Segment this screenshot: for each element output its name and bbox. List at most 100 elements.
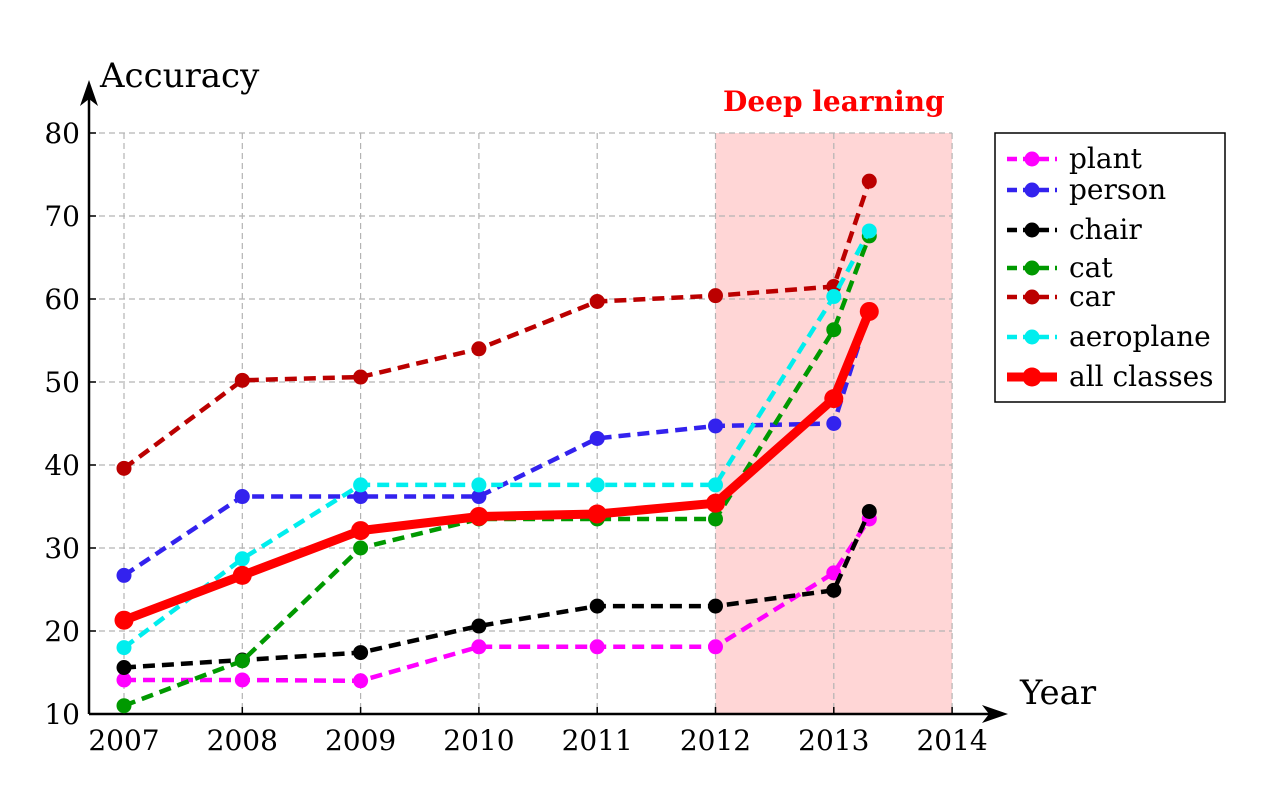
x-axis-title: Year xyxy=(1019,673,1097,713)
legend-item-person: person xyxy=(1007,173,1166,206)
legend-item-cat: cat xyxy=(1007,251,1113,284)
data-point-plant xyxy=(708,639,723,655)
data-point-car xyxy=(471,341,487,357)
data-point-chair xyxy=(589,598,605,614)
legend-swatch-marker xyxy=(1024,182,1040,198)
data-point-all-classes xyxy=(114,610,134,630)
data-point-person xyxy=(708,418,723,434)
data-point-plant xyxy=(234,672,250,688)
y-tick-label: 30 xyxy=(44,532,80,565)
data-point-chair xyxy=(353,645,369,661)
series-line-car xyxy=(122,180,872,471)
y-tick-label: 60 xyxy=(44,283,80,316)
legend-swatch-marker xyxy=(1024,289,1040,305)
data-point-plant xyxy=(589,639,605,655)
x-tick-label: 2007 xyxy=(88,724,159,757)
data-point-all-classes xyxy=(232,565,252,585)
data-point-aeroplane xyxy=(116,640,132,656)
data-point-plant xyxy=(353,673,369,689)
deep-learning-label: Deep learning xyxy=(723,85,945,118)
y-axis-title: Accuracy xyxy=(99,56,260,96)
data-point-car xyxy=(589,293,605,309)
data-point-person xyxy=(471,489,487,505)
legend-label: chair xyxy=(1069,213,1142,246)
legend-item-plant: plant xyxy=(1007,142,1143,175)
series-aeroplane xyxy=(116,223,877,656)
data-point-car xyxy=(234,372,250,388)
x-tick-label: 2012 xyxy=(680,724,751,757)
data-point-cat xyxy=(234,653,250,669)
data-point-chair xyxy=(708,598,723,614)
data-point-aeroplane xyxy=(826,289,842,305)
data-point-person xyxy=(826,416,842,431)
data-point-cat xyxy=(708,511,723,527)
series-line-all-classes xyxy=(122,309,874,625)
data-point-person xyxy=(116,567,132,583)
legend-swatch-marker xyxy=(1024,151,1040,167)
data-point-plant xyxy=(471,639,487,655)
legend-item-all-classes: all classes xyxy=(1007,360,1214,393)
y-tick-label: 80 xyxy=(44,117,80,150)
x-tick-label: 2009 xyxy=(325,724,396,757)
data-point-aeroplane xyxy=(861,223,877,239)
legend-label: all classes xyxy=(1069,360,1214,393)
series-line-person xyxy=(122,310,872,578)
data-point-cat xyxy=(826,322,842,338)
series-line-chair xyxy=(123,510,872,670)
data-point-car xyxy=(353,369,369,385)
data-point-cat xyxy=(116,698,132,714)
data-point-aeroplane xyxy=(589,477,605,493)
legend-label: car xyxy=(1069,280,1115,313)
series-line-plant xyxy=(124,517,872,684)
data-point-chair xyxy=(471,618,487,634)
series-layer xyxy=(114,173,879,714)
data-point-all-classes xyxy=(469,506,489,526)
data-point-person xyxy=(589,430,605,446)
x-axis-arrowhead xyxy=(982,705,1008,723)
data-point-aeroplane xyxy=(353,477,369,493)
series-line-aeroplane xyxy=(122,229,872,650)
legend-swatch-marker xyxy=(1024,222,1040,238)
y-tick-label: 20 xyxy=(44,615,80,648)
x-tick-label: 2011 xyxy=(562,724,633,757)
x-tick-label: 2014 xyxy=(916,724,987,757)
data-point-cat xyxy=(353,540,369,556)
legend-swatch-marker xyxy=(1022,367,1042,387)
legend-item-aeroplane: aeroplane xyxy=(1007,320,1211,353)
axis-layer: 2007 2008 2009 2010 2011 2012 2013 2014 10 20 30 40… xyxy=(44,56,1097,757)
y-tick-label: 50 xyxy=(44,366,80,399)
data-point-chair xyxy=(116,660,132,676)
data-point-person xyxy=(234,489,250,505)
y-axis-arrowhead xyxy=(80,80,98,106)
x-tick-label: 2008 xyxy=(207,724,278,757)
data-point-plant xyxy=(116,672,132,688)
data-point-car xyxy=(708,288,723,304)
x-tick-label: 2013 xyxy=(798,724,869,757)
legend-item-car: car xyxy=(1007,280,1115,313)
data-point-all-classes xyxy=(824,389,844,409)
data-point-person xyxy=(353,489,369,505)
data-point-all-classes xyxy=(859,301,879,321)
data-point-aeroplane xyxy=(471,477,487,493)
y-tick-label: 40 xyxy=(44,449,80,482)
data-point-car xyxy=(116,460,132,476)
legend-label: cat xyxy=(1069,251,1113,284)
data-point-chair xyxy=(861,503,877,519)
legend-label: person xyxy=(1069,173,1166,206)
legend-label: plant xyxy=(1069,142,1143,175)
data-point-all-classes xyxy=(706,493,725,513)
y-tick-label: 70 xyxy=(44,200,80,233)
data-point-aeroplane xyxy=(234,551,250,567)
data-point-all-classes xyxy=(351,521,371,541)
legend-swatch-marker xyxy=(1024,260,1040,276)
series-line-cat xyxy=(123,235,872,708)
y-tick-label: 10 xyxy=(44,698,80,731)
legend-swatch-marker xyxy=(1024,329,1040,345)
legend-label: aeroplane xyxy=(1069,320,1211,353)
x-tick-label: 2010 xyxy=(443,724,514,757)
data-point-all-classes xyxy=(587,504,607,524)
data-point-aeroplane xyxy=(708,477,723,493)
data-point-chair xyxy=(826,582,842,598)
